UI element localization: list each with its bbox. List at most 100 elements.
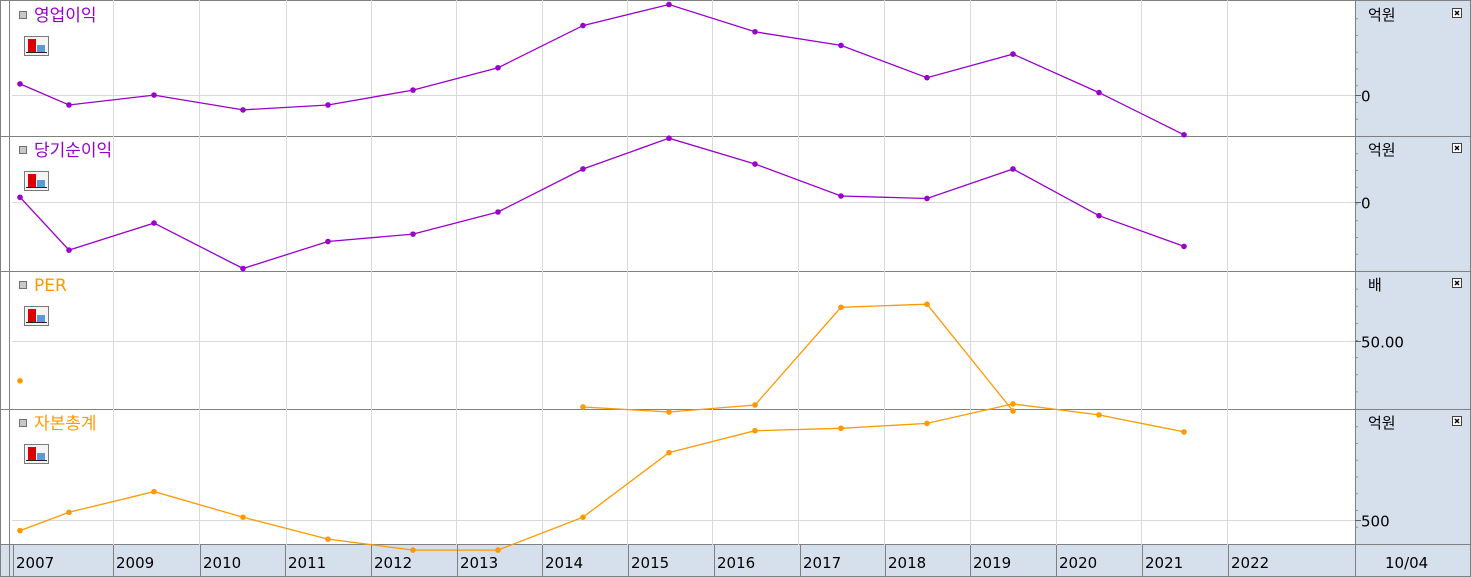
data-point bbox=[666, 135, 672, 142]
data-point bbox=[240, 514, 246, 520]
y-axis-unit-label: 억원 bbox=[1368, 6, 1396, 24]
x-axis-label: 2016 bbox=[717, 554, 755, 572]
y-axis-unit-label: 억원 bbox=[1368, 414, 1396, 432]
y-axis-tick-label: 500 bbox=[1361, 513, 1390, 531]
x-axis-label: 2022 bbox=[1231, 554, 1269, 572]
data-point bbox=[17, 194, 23, 201]
series-bullet-icon bbox=[19, 11, 27, 19]
series-bullet-icon bbox=[19, 419, 27, 427]
data-point bbox=[924, 301, 930, 308]
x-axis-background bbox=[0, 545, 1471, 577]
x-axis-label: 2020 bbox=[1059, 554, 1097, 572]
data-point bbox=[325, 238, 331, 245]
data-point bbox=[666, 409, 672, 415]
data-point bbox=[752, 28, 758, 35]
data-point bbox=[924, 420, 930, 427]
data-point bbox=[1010, 51, 1016, 57]
y-axis-tick-label: 0 bbox=[1361, 88, 1371, 106]
close-panel-icon[interactable] bbox=[1452, 278, 1462, 288]
panel-title: 당기순이익 bbox=[34, 141, 112, 161]
y-axis-tick-label: 0 bbox=[1361, 195, 1371, 213]
chart-type-icon-red-bar[interactable] bbox=[28, 447, 36, 460]
close-cross[interactable] bbox=[1454, 145, 1460, 151]
data-point bbox=[666, 449, 672, 456]
close-cross[interactable] bbox=[1454, 10, 1460, 16]
data-point bbox=[17, 377, 23, 384]
y-axis-unit-label: 배 bbox=[1368, 276, 1382, 294]
chart-type-icon-blue-bar[interactable] bbox=[37, 453, 45, 460]
data-point bbox=[17, 81, 23, 87]
series-bullet-icon bbox=[19, 146, 27, 154]
data-point bbox=[1010, 166, 1016, 172]
x-axis-label: 2014 bbox=[545, 554, 583, 572]
close-panel-icon[interactable] bbox=[1452, 143, 1462, 153]
y-axis-background bbox=[1355, 0, 1471, 577]
data-point bbox=[325, 102, 331, 108]
data-point bbox=[580, 22, 586, 29]
series-bullet-icon bbox=[19, 281, 27, 289]
chart-type-icon-blue-bar[interactable] bbox=[37, 180, 45, 187]
data-point bbox=[1181, 131, 1187, 138]
close-cross[interactable] bbox=[1454, 418, 1460, 424]
data-point bbox=[580, 404, 586, 410]
data-point bbox=[838, 304, 844, 311]
chart-type-icon[interactable] bbox=[24, 306, 49, 326]
data-point bbox=[924, 195, 930, 202]
close-panel-icon[interactable] bbox=[1452, 8, 1462, 18]
data-point bbox=[1096, 89, 1102, 96]
x-axis-label: 2012 bbox=[374, 554, 412, 572]
data-point bbox=[325, 536, 331, 542]
x-axis-label: 2010 bbox=[203, 554, 241, 572]
data-point bbox=[66, 102, 72, 108]
chart-type-icon-blue-bar[interactable] bbox=[37, 315, 45, 322]
chart-type-icon[interactable] bbox=[24, 171, 49, 191]
series-line bbox=[582, 303, 1014, 413]
data-point bbox=[410, 87, 416, 93]
data-point bbox=[151, 220, 157, 226]
data-point bbox=[495, 209, 501, 215]
close-cross[interactable] bbox=[1454, 280, 1460, 286]
data-point bbox=[838, 42, 844, 49]
data-point bbox=[495, 64, 501, 71]
data-point bbox=[924, 74, 930, 81]
chart-type-icon-red-bar[interactable] bbox=[28, 309, 36, 322]
data-point bbox=[752, 161, 758, 167]
x-axis-label: 2018 bbox=[888, 554, 926, 572]
data-point bbox=[1181, 243, 1187, 250]
current-date-label: 10/04 bbox=[1385, 554, 1428, 572]
data-point bbox=[240, 107, 246, 113]
data-point bbox=[495, 547, 501, 553]
data-point bbox=[580, 514, 586, 520]
x-axis-label: 2015 bbox=[631, 554, 669, 572]
x-axis-label: 2007 bbox=[16, 554, 54, 572]
panel-title: 영업이익 bbox=[34, 6, 97, 26]
data-point bbox=[1096, 212, 1102, 219]
data-point bbox=[838, 425, 844, 432]
data-point bbox=[752, 427, 758, 434]
x-axis-label: 2011 bbox=[288, 554, 326, 572]
data-point bbox=[410, 231, 416, 237]
close-panel-icon[interactable] bbox=[1452, 416, 1462, 426]
chart-type-icon[interactable] bbox=[24, 444, 49, 464]
y-axis-tick-label: 50.00 bbox=[1361, 334, 1404, 352]
data-point bbox=[752, 402, 758, 408]
data-point bbox=[151, 92, 157, 98]
x-axis-label: 2021 bbox=[1145, 554, 1183, 572]
chart-type-icon-red-bar[interactable] bbox=[28, 174, 36, 187]
x-axis-label: 2019 bbox=[973, 554, 1011, 572]
chart-type-icon[interactable] bbox=[24, 36, 49, 56]
data-point bbox=[1010, 401, 1016, 407]
data-point bbox=[17, 527, 23, 534]
y-axis-unit-label: 억원 bbox=[1368, 141, 1396, 159]
x-axis-label: 2017 bbox=[803, 554, 841, 572]
panel-title: 자본총계 bbox=[34, 414, 97, 434]
panel-title: PER bbox=[34, 276, 67, 296]
x-axis-label: 2013 bbox=[460, 554, 498, 572]
chart-type-icon-red-bar[interactable] bbox=[28, 39, 36, 52]
x-axis-label: 2009 bbox=[116, 554, 154, 572]
chart-type-icon-blue-bar[interactable] bbox=[37, 45, 45, 52]
data-point bbox=[240, 265, 246, 272]
